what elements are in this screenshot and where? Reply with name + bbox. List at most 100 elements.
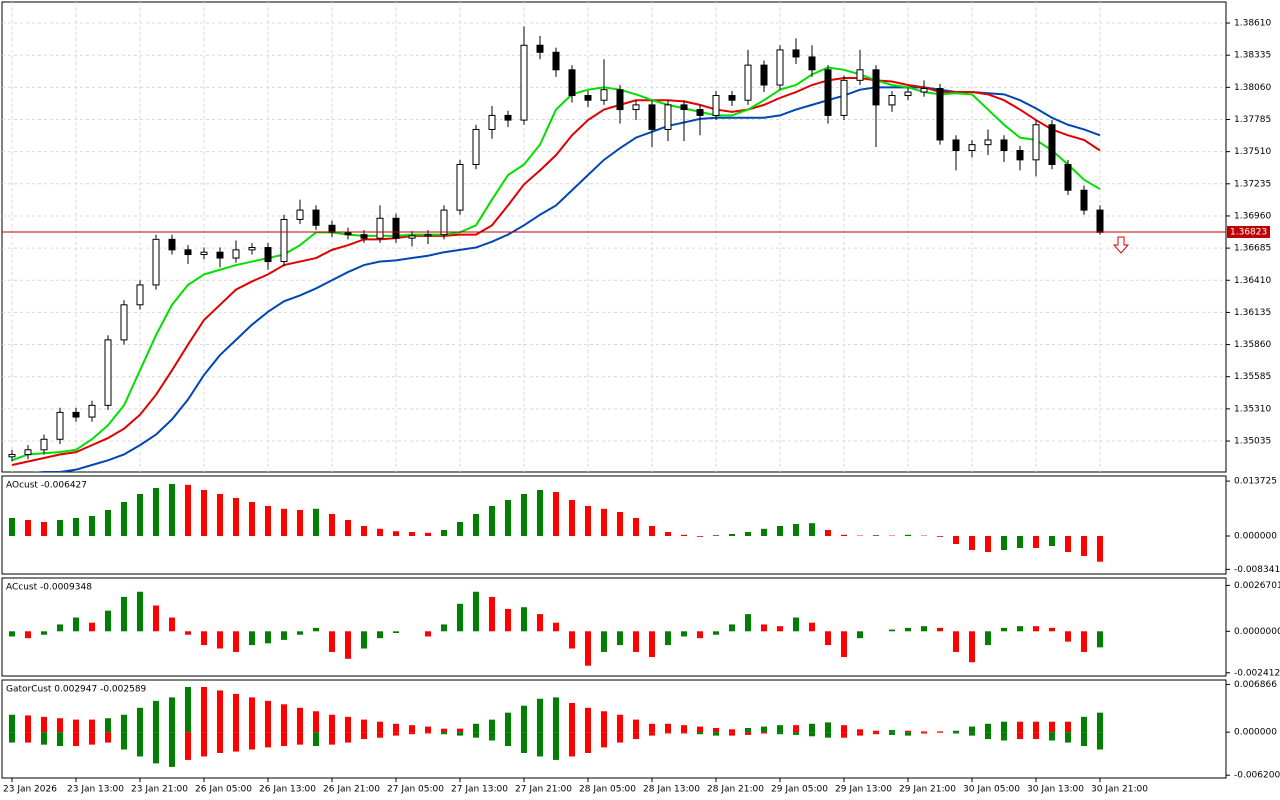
y-tick-label: 1.38060	[1234, 83, 1271, 93]
candle-body	[120, 304, 128, 341]
candle-body	[24, 449, 32, 455]
y-tick-label: -0.006200	[1234, 771, 1280, 781]
gator-bar	[41, 732, 47, 745]
candle-body	[200, 251, 208, 256]
gator-bar	[761, 726, 767, 733]
gator-bar	[697, 732, 703, 735]
gator-bar	[329, 732, 335, 745]
histogram-bar	[457, 522, 463, 536]
histogram-bar	[137, 591, 143, 632]
x-tick-label: 29 Jan 13:00	[835, 785, 892, 795]
histogram-bar	[601, 631, 607, 652]
y-tick-label: 0.006866	[1234, 680, 1277, 690]
histogram-bar	[281, 631, 287, 640]
gator-bar	[217, 732, 223, 753]
gator-bar	[441, 732, 447, 735]
candle-body	[56, 411, 64, 440]
candle-body	[440, 209, 448, 236]
histogram-bar	[585, 506, 591, 536]
gator-bar	[361, 719, 367, 733]
x-tick-label: 23 Jan 2026	[3, 785, 57, 795]
histogram-bar	[89, 516, 95, 536]
candle-body	[1080, 189, 1088, 211]
gator-bar	[809, 723, 815, 733]
histogram-bar	[857, 631, 863, 639]
candle-body	[72, 411, 80, 418]
histogram-bar	[441, 530, 447, 536]
candle-body	[760, 64, 768, 86]
gator-bar	[73, 732, 79, 747]
histogram-bar	[153, 488, 159, 536]
candle-body	[568, 69, 576, 97]
gator-bar	[873, 730, 879, 733]
candle-body	[952, 139, 960, 151]
histogram-bar	[329, 631, 335, 652]
histogram-bar	[1001, 536, 1007, 550]
histogram-bar	[761, 528, 767, 536]
gator-bar	[1065, 721, 1071, 733]
histogram-bar	[153, 605, 159, 632]
gator-bar	[329, 714, 335, 733]
gator-bar	[345, 732, 351, 743]
histogram-bar	[1081, 631, 1087, 652]
gator-bar	[249, 732, 255, 750]
histogram-bar	[649, 631, 655, 658]
histogram-bar	[1033, 626, 1039, 632]
histogram-bar	[57, 624, 63, 632]
histogram-bar	[889, 629, 895, 632]
gator-bar	[73, 719, 79, 733]
panel-title: AOcust -0.006427	[6, 481, 87, 491]
histogram-bar	[633, 631, 639, 652]
y-tick-label: 1.35860	[1234, 340, 1271, 350]
candle-body	[680, 104, 688, 111]
gator-bar	[1097, 732, 1103, 750]
gator-bar	[601, 732, 607, 748]
gator-bar	[345, 716, 351, 733]
histogram-bar	[345, 520, 351, 536]
candle-body	[1016, 149, 1024, 161]
candle-body	[968, 144, 976, 151]
histogram-bar	[745, 614, 751, 632]
candle-body	[1048, 124, 1056, 166]
candle-body	[664, 104, 672, 130]
gator-bar	[281, 732, 287, 747]
gator-bar	[665, 723, 671, 733]
histogram-bar	[249, 502, 255, 536]
candle-body	[552, 51, 560, 71]
candle-body	[904, 91, 912, 97]
histogram-bar	[281, 508, 287, 536]
gator-bar	[137, 707, 143, 733]
gator-bar	[873, 732, 879, 735]
last-price-label: 1.36823	[1230, 227, 1267, 237]
histogram-bar	[249, 631, 255, 646]
candle-body	[248, 247, 256, 251]
x-tick-label: 30 Jan 21:00	[1091, 785, 1148, 795]
gator-bar	[1017, 721, 1023, 733]
gator-bar	[1033, 732, 1039, 740]
candle-body	[88, 404, 96, 418]
histogram-bar	[137, 494, 143, 536]
gator-bar	[1049, 721, 1055, 733]
gator-bar	[617, 714, 623, 733]
gator-bar	[1001, 721, 1007, 733]
gator-bar	[681, 732, 687, 734]
histogram-bar	[121, 502, 127, 536]
histogram-bar	[41, 631, 47, 635]
candle-body	[936, 88, 944, 141]
y-tick-label: 1.35310	[1234, 404, 1271, 414]
gator-bar	[681, 725, 687, 733]
histogram-bar	[185, 484, 191, 536]
histogram-bar	[457, 603, 463, 632]
histogram-bar	[489, 596, 495, 632]
gator-bar	[313, 711, 319, 733]
candle-body	[616, 89, 624, 111]
histogram-bar	[1017, 536, 1023, 548]
y-tick-label: 1.36960	[1234, 211, 1271, 221]
histogram-bar	[25, 631, 31, 639]
histogram-bar	[201, 631, 207, 646]
y-tick-label: 0.0026701	[1234, 581, 1280, 591]
gator-bar	[297, 732, 303, 745]
histogram-bar	[777, 526, 783, 536]
histogram-bar	[105, 510, 111, 536]
